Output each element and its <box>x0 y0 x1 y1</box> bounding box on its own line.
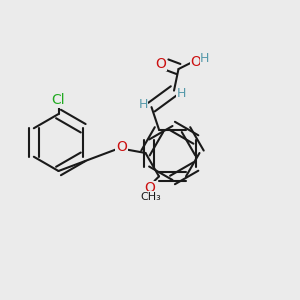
Text: H: H <box>177 86 186 100</box>
Text: O: O <box>190 55 201 69</box>
Text: O: O <box>156 57 167 70</box>
Text: CH₃: CH₃ <box>140 192 161 202</box>
Text: Cl: Cl <box>52 93 65 107</box>
Text: O: O <box>145 182 155 195</box>
Text: O: O <box>116 140 127 154</box>
Text: H: H <box>200 52 210 65</box>
Text: H: H <box>138 98 148 111</box>
